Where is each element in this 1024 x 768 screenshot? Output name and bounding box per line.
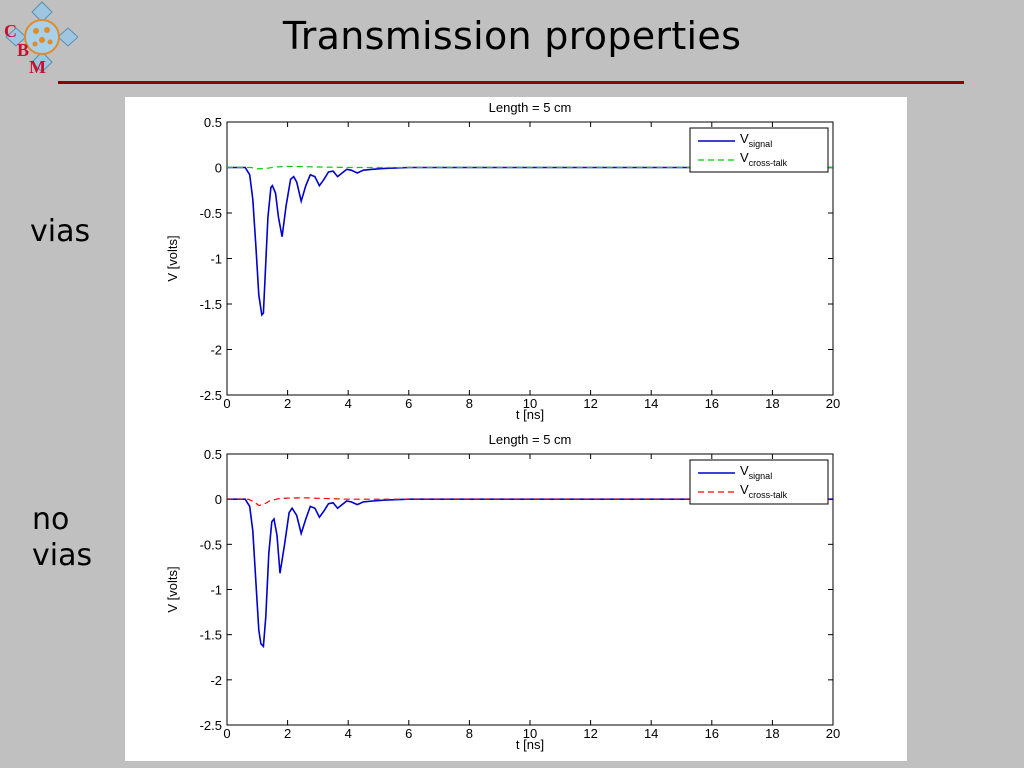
x-tick-label: 0 [223,726,230,741]
x-tick-label: 14 [644,396,658,411]
y-tick-label: -2 [210,343,222,358]
chart-title: Length = 5 cm [489,432,572,447]
slide-title: Transmission properties [282,14,742,58]
legend-label-cross-talk: Vcross-talk [740,482,788,500]
x-tick-label: 10 [523,726,537,741]
x-tick-label: 12 [583,726,597,741]
logo-emblem [5,1,79,73]
x-tick-label: 12 [583,396,597,411]
x-tick-label: 16 [705,396,719,411]
legend-label-cross-talk: Vcross-talk [740,150,788,168]
x-axis-label: t [ns] [516,737,544,752]
y-tick-label: -1 [210,252,222,267]
x-tick-label: 4 [345,726,352,741]
x-tick-label: 6 [405,396,412,411]
y-tick-label: -0.5 [200,537,222,552]
x-tick-label: 10 [523,396,537,411]
y-tick-label: -0.5 [200,206,222,221]
x-tick-label: 18 [765,396,779,411]
label-no-vias-line1: no [32,502,70,537]
logo-letter-b: B [17,40,30,60]
y-tick-label: 0 [215,492,222,507]
y-tick-label: -1.5 [200,628,222,643]
x-tick-label: 2 [284,726,291,741]
title-divider [58,81,964,84]
y-tick-label: -2 [210,673,222,688]
series-line-cross-talk [227,497,833,507]
logo-letter-c: C [4,21,17,41]
x-tick-label: 6 [405,726,412,741]
x-tick-label: 20 [826,396,840,411]
logo-letter-m: M [29,57,46,77]
x-tick-label: 2 [284,396,291,411]
chart-title: Length = 5 cm [489,100,572,115]
legend-box [689,459,829,505]
chart-panel-no-vias: Length = 5 cm 0 2 4 6 8 10 12 14 16 18 20 0.5 0 -0.5 -1… [125,430,907,761]
x-tick-label: 16 [705,726,719,741]
x-tick-label: 8 [466,726,473,741]
y-tick-label: -2.5 [200,388,222,403]
chart-vias: Length = 5 cm 0 2 4 6 8 10 12 14 16 18 20 0.5 0 -0.5 -1… [165,100,840,422]
y-tick-label: -2.5 [200,718,222,733]
legend-label-signal: Vsignal [740,463,772,481]
y-tick-label: 0 [215,161,222,176]
x-tick-label: 4 [345,396,352,411]
y-axis-label: V [volts] [165,235,180,281]
y-tick-label: -1 [210,583,222,598]
x-tick-label: 14 [644,726,658,741]
series-line-signal [227,498,833,649]
x-axis-label: t [ns] [516,407,544,422]
x-tick-label: 0 [223,396,230,411]
cbm-logo: C B M [2,0,79,80]
y-axis-label: V [volts] [165,566,180,612]
y-tick-label: -1.5 [200,297,222,312]
x-tick-label: 20 [826,726,840,741]
legend-label-signal: Vsignal [740,131,772,149]
label-vias: vias [30,214,91,249]
legend-box [689,127,829,173]
x-tick-label: 18 [765,726,779,741]
series-line-signal [227,166,833,317]
chart-no-vias: Length = 5 cm 0 2 4 6 8 10 12 14 16 18 20 0.5 0 -0.5 -1… [165,432,840,752]
x-tick-label: 8 [466,396,473,411]
label-no-vias-line2: vias [32,538,93,573]
chart-panel-vias: Length = 5 cm 0 2 4 6 8 10 12 14 16 18 20 0.5 0 -0.5 -1… [125,97,907,430]
y-tick-label: 0.5 [204,115,222,130]
y-tick-label: 0.5 [204,447,222,462]
